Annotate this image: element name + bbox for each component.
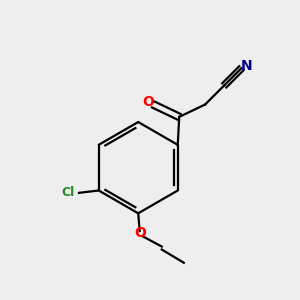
Text: N: N [241,59,253,73]
Text: O: O [142,95,154,109]
Text: O: O [134,226,146,240]
Text: Cl: Cl [61,186,74,199]
